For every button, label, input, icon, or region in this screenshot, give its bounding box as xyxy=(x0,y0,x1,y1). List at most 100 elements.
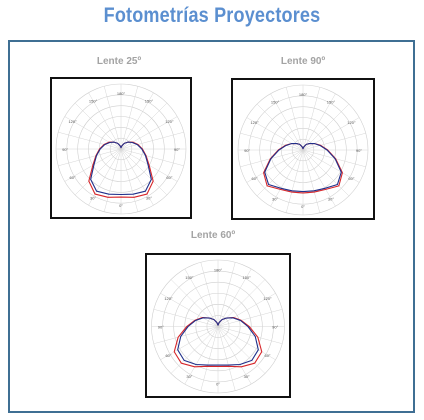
polar-chart-lente-90: 180° 150° 120° 90° 60° 30° 0° 30° 60° 90° 120° 150° xyxy=(231,78,375,220)
angle-label: 90° xyxy=(272,325,278,330)
series-curve-blue xyxy=(90,141,152,196)
grid-spoke xyxy=(58,131,122,150)
grid-spoke xyxy=(246,117,304,151)
grid-spoke xyxy=(302,103,350,151)
angle-label: 120° xyxy=(347,120,356,125)
grid-spoke xyxy=(217,262,236,327)
grid-spoke xyxy=(153,309,219,327)
polar-plot-lente-60: 180° 150° 120° 90° 60° 30° 0° 30° 60° 90° 120° 150° xyxy=(151,259,285,394)
grid-spoke xyxy=(170,279,219,327)
grid-spoke xyxy=(120,148,139,212)
grid-spoke xyxy=(58,148,122,167)
grid-spoke xyxy=(217,268,252,327)
angle-label: 30° xyxy=(272,196,278,201)
grid-spoke xyxy=(103,86,122,150)
grid-spoke xyxy=(246,149,304,183)
angle-label: 30° xyxy=(244,374,250,379)
grid-spoke xyxy=(285,149,304,213)
angle-label: 120° xyxy=(164,296,173,301)
grid-spoke xyxy=(217,326,252,385)
grid-spoke xyxy=(270,93,304,151)
grid-spoke xyxy=(200,262,219,327)
polar-plot-lente-25: 180° 150° 120° 90° 60° 30° 0° 30° 60° 90° 120° 150° xyxy=(55,83,187,215)
grid-spoke xyxy=(302,117,360,151)
grid-spoke xyxy=(217,326,283,344)
polar-plot-lente-90: 180° 150° 120° 90° 60° 30° 0° 30° 60° 90° 120° 150° xyxy=(237,84,369,216)
angle-label: 120° xyxy=(165,119,174,124)
grid-spoke xyxy=(217,326,236,391)
grid-spoke xyxy=(217,326,266,374)
angle-label: 60° xyxy=(165,353,171,358)
series-curve-blue xyxy=(177,317,259,366)
angle-label: 60° xyxy=(70,175,76,180)
angle-label: 0° xyxy=(119,203,123,208)
angle-label: 120° xyxy=(250,120,259,125)
angle-label: 60° xyxy=(252,176,258,181)
polar-chart-lente-25: 180° 150° 120° 90° 60° 30° 0° 30° 60° 90° 120° 150° xyxy=(50,77,192,219)
angle-label: 60° xyxy=(348,176,354,181)
grid-spoke xyxy=(302,87,321,151)
grid-spoke xyxy=(302,93,336,151)
angle-label: 150° xyxy=(327,100,336,105)
grid-spoke xyxy=(160,326,219,360)
angle-label: 90° xyxy=(62,147,68,152)
angle-label: 30° xyxy=(328,196,334,201)
angle-label: 180° xyxy=(299,92,308,97)
grid-spoke xyxy=(120,102,168,150)
grid-spoke xyxy=(256,103,304,151)
grid-spoke xyxy=(302,149,350,197)
grid-spoke xyxy=(120,148,168,196)
grid-spoke xyxy=(217,309,283,327)
grid-spoke xyxy=(153,326,219,344)
grid-spoke xyxy=(217,326,276,360)
angle-label: 150° xyxy=(242,275,251,280)
angle-label: 90° xyxy=(158,325,164,330)
grid-spoke xyxy=(88,92,122,150)
chart-title-lente-25: Lente 25º xyxy=(96,56,142,67)
angle-label: 30° xyxy=(186,374,192,379)
angle-label: 150° xyxy=(271,100,280,105)
chart-title-lente-90: Lente 90º xyxy=(280,56,326,67)
grid-spoke xyxy=(270,149,304,207)
chart-title-lente-60: Lente 60º xyxy=(190,230,236,241)
page-title: Fotometrías Proyectores xyxy=(103,4,321,27)
grid-spoke xyxy=(120,116,178,150)
angle-label: 150° xyxy=(185,275,194,280)
angle-label: 90° xyxy=(174,147,180,152)
angle-label: 30° xyxy=(146,195,152,200)
grid-spoke xyxy=(120,86,139,150)
grid-spoke xyxy=(120,131,184,150)
angle-label: 180° xyxy=(117,91,126,96)
grid-spoke xyxy=(74,148,122,196)
angle-label: 120° xyxy=(68,119,77,124)
angle-label: 0° xyxy=(216,382,220,387)
angle-label: 150° xyxy=(89,99,98,104)
grid-spoke xyxy=(256,149,304,197)
polar-chart-lente-60: 180° 150° 120° 90° 60° 30° 0° 30° 60° 90° 120° 150° xyxy=(145,253,291,398)
angle-label: 180° xyxy=(214,267,223,272)
grid-spoke xyxy=(240,132,304,151)
series-curve-blue xyxy=(264,142,342,193)
grid-spoke xyxy=(170,326,219,374)
grid-spoke xyxy=(302,149,321,213)
angle-label: 150° xyxy=(145,99,154,104)
grid-spoke xyxy=(285,87,304,151)
grid-spoke xyxy=(120,148,184,167)
angle-label: 60° xyxy=(264,353,270,358)
angle-label: 120° xyxy=(263,296,272,301)
grid-spoke xyxy=(184,268,219,327)
grid-spoke xyxy=(200,326,219,391)
angle-label: 0° xyxy=(301,204,305,209)
grid-spoke xyxy=(74,102,122,150)
photometry-frame xyxy=(8,40,415,413)
grid-spoke xyxy=(217,293,276,327)
grid-spoke xyxy=(64,116,122,150)
angle-label: 60° xyxy=(166,175,172,180)
grid-spoke xyxy=(302,149,336,207)
grid-spoke xyxy=(160,293,219,327)
polar-grid xyxy=(151,259,285,394)
polar-grid xyxy=(237,84,369,216)
grid-spoke xyxy=(103,148,122,212)
grid-spoke xyxy=(120,92,154,150)
grid-spoke xyxy=(88,148,122,206)
